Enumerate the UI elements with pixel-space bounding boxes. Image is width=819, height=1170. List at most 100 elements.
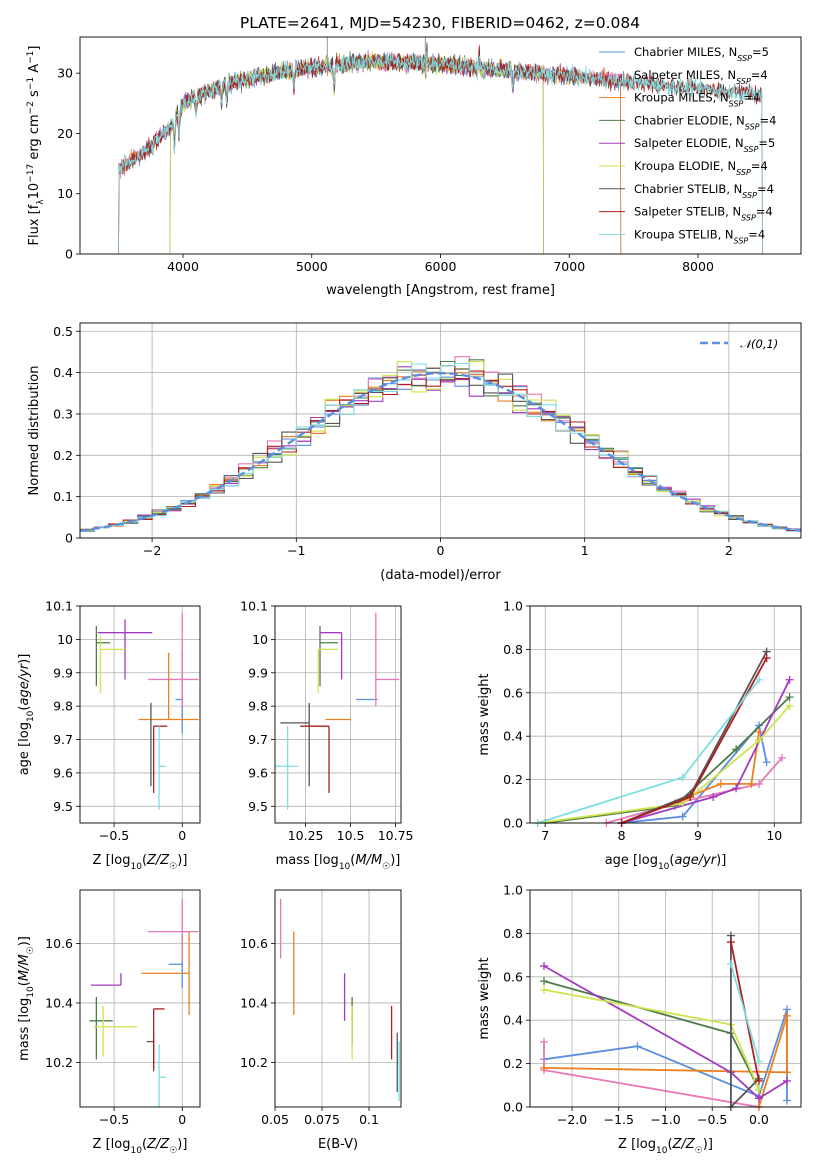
legend-entry: Salpeter STELIB, NSSP=4 <box>634 205 773 223</box>
x-tick-label: 7 <box>541 828 549 843</box>
y-tick-label: 9.6 <box>248 765 268 780</box>
weight-marker <box>540 961 549 970</box>
axes-frame <box>274 605 402 824</box>
weight-marker <box>755 675 764 684</box>
x-tick-label: −0.5 <box>99 1112 129 1127</box>
x-axis-label: age [log10(age/yr)] <box>605 853 727 872</box>
x-tick-label: 1 <box>581 543 589 558</box>
x-tick-label: 8 <box>618 828 626 843</box>
x-tick-label: 0.05 <box>261 1112 289 1127</box>
y-tick-label: 9.9 <box>53 665 73 680</box>
mass-vs-Z-panel: −0.5 0 10.2 10.4 10.6 Z [log10(Z/Z☉)] mass [lo… <box>17 889 201 1156</box>
y-tick-label: 0.8 <box>503 926 523 941</box>
y-tick-label: 10.2 <box>45 1055 73 1070</box>
figure-title: PLATE=2641, MJD=54230, FIBERID=0462, z=0… <box>240 14 640 32</box>
y-tick-label: 10.6 <box>45 936 73 951</box>
y-tick-label: 0.0 <box>503 816 523 831</box>
weight-marker <box>747 779 756 788</box>
x-tick-label: 5000 <box>296 259 328 274</box>
x-axis-label: mass [log10(M/M☉)] <box>276 853 401 872</box>
age-vs-mass-panel: 10.25 10.5 10.75 9.5 9.6 9.7 9.8 9.9 10 10.1 mass … <box>240 599 413 873</box>
x-tick-label: 0.1 <box>359 1112 379 1127</box>
axes-frame <box>79 322 802 539</box>
y-tick-label: 0.4 <box>53 365 73 380</box>
weight-marker <box>755 736 764 745</box>
legend-entry: Kroupa ELODIE, NSSP=4 <box>634 159 768 177</box>
weight-marker <box>726 959 735 968</box>
x-axis-label: Z [log10(Z/Z☉)] <box>93 853 188 872</box>
x-tick-label: −2 <box>143 543 161 558</box>
weight-marker <box>726 938 735 947</box>
y-tick-label: 9.8 <box>248 699 268 714</box>
y-tick-label: 0.2 <box>503 1056 523 1071</box>
axes-frame <box>79 889 201 1108</box>
axes-frame <box>274 889 402 1108</box>
ebv-panel: 0.05 0.075 0.1 10.2 10.4 10.6 E(B-V) <box>240 889 402 1152</box>
weight-line <box>543 1015 788 1108</box>
weight-marker <box>633 1042 642 1051</box>
x-axis-label: Z [log10(Z/Z☉)] <box>93 1137 188 1156</box>
y-tick-label: 30 <box>57 66 73 81</box>
histogram-step <box>80 362 801 531</box>
x-axis-label: E(B-V) <box>318 1137 358 1152</box>
weight-marker <box>754 1094 763 1103</box>
y-axis-label: Normed distribution <box>27 366 42 496</box>
weight-marker <box>732 745 741 754</box>
x-axis-label: wavelength [Angstrom, rest frame] <box>326 283 555 298</box>
y-tick-label: 0 <box>65 531 73 546</box>
y-tick-label: 10 <box>57 632 73 647</box>
weight-marker <box>782 1076 791 1085</box>
legend-entry: Salpeter MILES, NSSP=4 <box>634 68 768 86</box>
weight-marker <box>678 812 687 821</box>
y-tick-label: 10.4 <box>240 995 268 1010</box>
weight-marker <box>754 1076 763 1085</box>
y-tick-label: 0.8 <box>503 642 523 657</box>
weight-marker <box>540 1063 549 1072</box>
x-axis-label: Z [log10(Z/Z☉)] <box>618 1137 713 1156</box>
weight-marker <box>540 985 549 994</box>
y-tick-label: 0.1 <box>53 489 73 504</box>
x-tick-label: 8000 <box>682 259 714 274</box>
x-tick-label: 2 <box>725 543 733 558</box>
x-tick-label: 9 <box>694 828 702 843</box>
y-tick-label: 10.1 <box>240 599 268 614</box>
x-tick-label: −2.0 <box>557 1112 587 1127</box>
y-tick-label: 9.6 <box>53 765 73 780</box>
x-tick-label: −1.5 <box>604 1112 634 1127</box>
x-tick-label: −1 <box>287 543 305 558</box>
weight-marker <box>709 792 718 801</box>
y-tick-label: 10.6 <box>240 936 268 951</box>
histogram-panel: −2 −1 0 1 2 0 0.1 0.2 0.3 0.4 0.5 𝒩(0,1) (data-model… <box>27 322 802 583</box>
y-tick-label: 0.0 <box>503 1100 523 1115</box>
mass-weight-vs-Z-panel: −2.0 −1.5 −1.0 −0.5 0.0 0.0 0.2 0.4 0.6 0.8 1.0 Z [… <box>477 883 802 1156</box>
weight-marker <box>782 1096 791 1105</box>
weight-marker <box>762 758 771 767</box>
normal-reference-curve <box>79 371 802 532</box>
y-tick-label: 9.7 <box>248 732 268 747</box>
axes-frame <box>529 889 802 1108</box>
y-tick-label: 9.5 <box>248 799 268 814</box>
spectrum-series-line <box>118 50 763 254</box>
y-tick-label: 10.1 <box>45 599 73 614</box>
y-tick-label: 9.5 <box>53 799 73 814</box>
axes-frame <box>79 605 201 824</box>
weight-marker <box>540 1037 549 1046</box>
mass-weight-vs-age-panel: 7 8 9 10 0.0 0.2 0.4 0.6 0.8 1.0 age [log10(age/yr… <box>477 599 802 872</box>
legend-entry: 𝒩(0,1) <box>740 337 778 351</box>
y-tick-label: 10.2 <box>240 1055 268 1070</box>
y-tick-label: 0.6 <box>503 969 523 984</box>
weight-line <box>545 696 791 824</box>
y-tick-label: 0.5 <box>53 324 73 339</box>
y-tick-label: 10.4 <box>45 995 73 1010</box>
spectrum-legend: Chabrier MILES, NSSP=5 Salpeter MILES, NS… <box>599 45 776 245</box>
y-axis-label: mass [log10(M/M☉)] <box>17 936 36 1061</box>
y-tick-label: 10 <box>57 186 73 201</box>
y-tick-label: 0.4 <box>503 729 523 744</box>
legend-entry: Chabrier ELODIE, NSSP=4 <box>634 113 776 130</box>
legend-entry: Salpeter ELODIE, NSSP=5 <box>634 136 775 154</box>
weight-marker <box>785 675 794 684</box>
weight-marker <box>678 773 687 782</box>
weight-line <box>730 963 760 1062</box>
y-tick-label: 1.0 <box>503 599 523 614</box>
weight-marker <box>785 693 794 702</box>
